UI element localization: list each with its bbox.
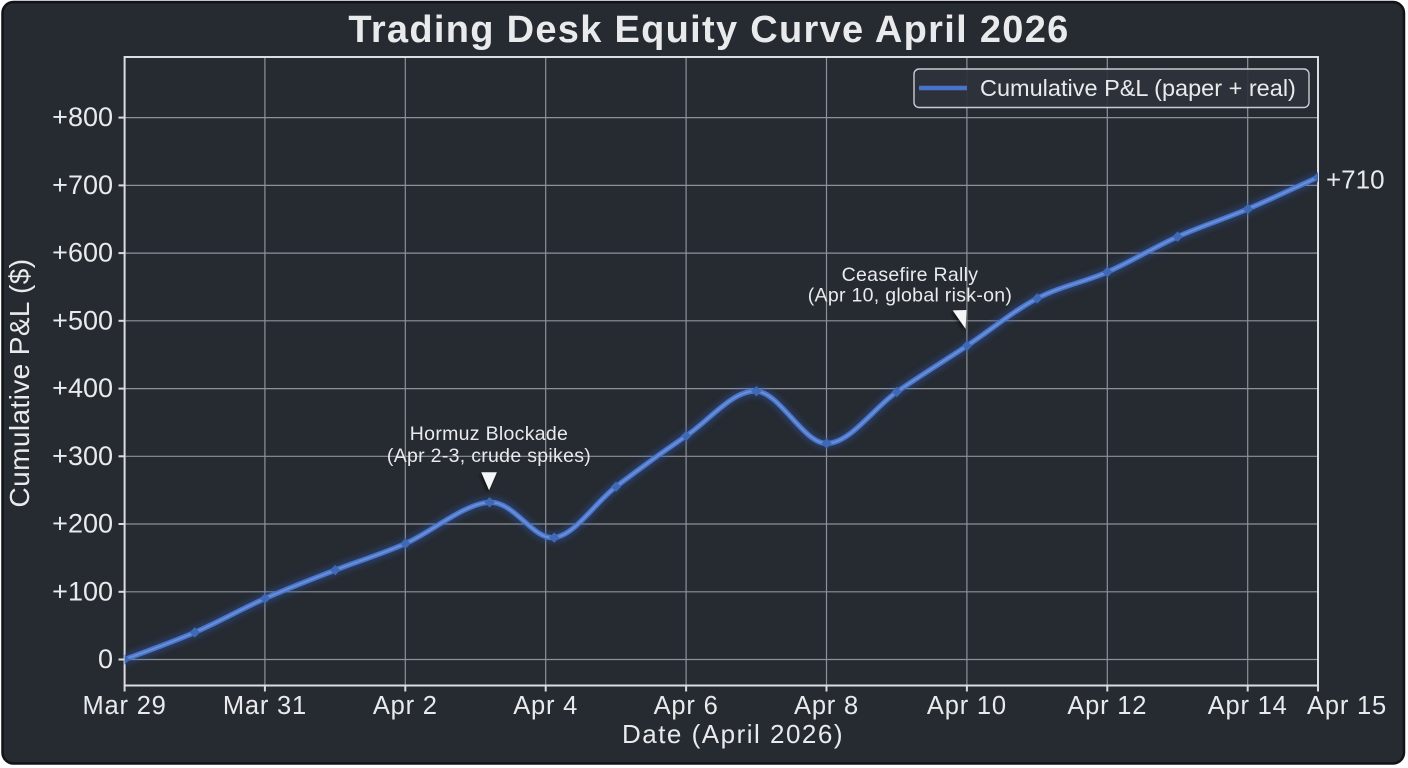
svg-text:Hormuz Blockade: Hormuz Blockade — [410, 423, 568, 445]
svg-text:+400: +400 — [52, 373, 113, 403]
svg-text:0: 0 — [98, 644, 113, 674]
svg-text:Mar 29: Mar 29 — [83, 692, 167, 720]
svg-text:Apr 15: Apr 15 — [1307, 692, 1387, 720]
svg-text:Cumulative P&L ($): Cumulative P&L ($) — [4, 259, 35, 508]
svg-text:+300: +300 — [52, 441, 113, 471]
svg-text:+200: +200 — [52, 509, 113, 539]
svg-text:Date (April 2026): Date (April 2026) — [622, 719, 844, 749]
svg-text:(Apr 2-3, crude spikes): (Apr 2-3, crude spikes) — [387, 445, 591, 467]
svg-text:Trading Desk Equity Curve Apri: Trading Desk Equity Curve April 2026 — [348, 9, 1069, 51]
svg-text:Mar 31: Mar 31 — [223, 692, 307, 720]
svg-text:+700: +700 — [52, 170, 113, 200]
svg-text:Apr 4: Apr 4 — [513, 692, 578, 720]
svg-text:Apr 2: Apr 2 — [373, 692, 438, 720]
svg-text:+800: +800 — [52, 102, 113, 132]
svg-text:Apr 12: Apr 12 — [1067, 692, 1147, 720]
svg-text:Cumulative P&L (paper + real): Cumulative P&L (paper + real) — [980, 75, 1296, 101]
svg-text:+500: +500 — [52, 305, 113, 335]
svg-text:(Apr 10, global risk-on): (Apr 10, global risk-on) — [808, 285, 1012, 307]
svg-text:Apr 6: Apr 6 — [654, 692, 719, 720]
svg-text:Apr 10: Apr 10 — [927, 692, 1007, 720]
svg-text:+100: +100 — [52, 576, 113, 606]
svg-text:+600: +600 — [52, 238, 113, 268]
svg-text:Apr 8: Apr 8 — [794, 692, 859, 720]
svg-text:Apr 14: Apr 14 — [1208, 692, 1288, 720]
svg-text:+710: +710 — [1326, 165, 1385, 195]
svg-text:Ceasefire Rally: Ceasefire Rally — [842, 264, 979, 286]
